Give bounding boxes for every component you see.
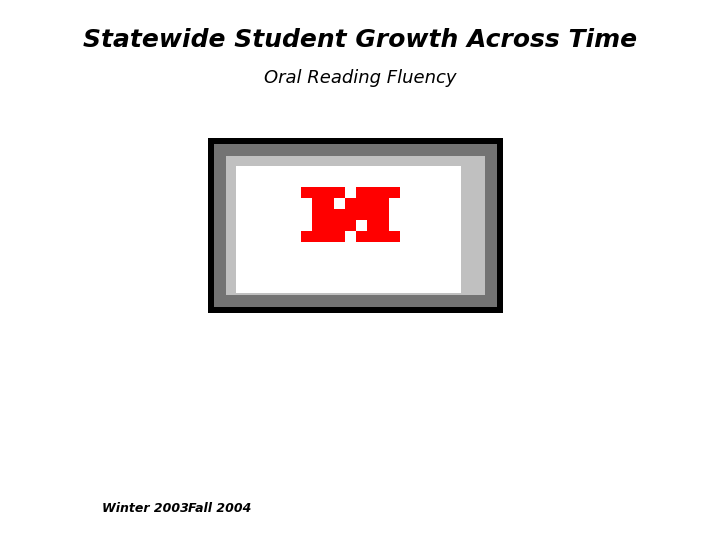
- Bar: [378, 198, 389, 209]
- Bar: [235, 165, 461, 293]
- Bar: [378, 231, 389, 242]
- Bar: [378, 209, 389, 220]
- Bar: [367, 187, 378, 198]
- Bar: [323, 209, 334, 220]
- Bar: [334, 187, 345, 198]
- Bar: [301, 231, 312, 242]
- Bar: [312, 187, 323, 198]
- Bar: [345, 220, 356, 231]
- Text: Winter 2003: Winter 2003: [102, 502, 189, 515]
- Bar: [356, 231, 367, 242]
- Bar: [207, 138, 503, 313]
- Bar: [356, 209, 367, 220]
- Bar: [367, 198, 378, 209]
- Bar: [367, 220, 378, 231]
- Bar: [323, 198, 334, 209]
- Bar: [312, 231, 323, 242]
- Bar: [312, 220, 323, 231]
- Bar: [356, 198, 367, 209]
- Bar: [301, 187, 312, 198]
- Bar: [345, 198, 356, 209]
- Bar: [323, 220, 334, 231]
- Bar: [389, 231, 400, 242]
- Bar: [312, 198, 323, 209]
- Bar: [225, 156, 485, 294]
- Bar: [334, 220, 345, 231]
- Bar: [334, 209, 345, 220]
- Bar: [378, 220, 389, 231]
- Bar: [367, 209, 378, 220]
- Bar: [214, 144, 497, 307]
- Bar: [378, 187, 389, 198]
- Text: Statewide Student Growth Across Time: Statewide Student Growth Across Time: [83, 28, 637, 52]
- Bar: [323, 187, 334, 198]
- Text: Oral Reading Fluency: Oral Reading Fluency: [264, 69, 456, 87]
- Bar: [367, 231, 378, 242]
- Text: Fall 2004: Fall 2004: [189, 502, 252, 515]
- Bar: [334, 231, 345, 242]
- Bar: [323, 231, 334, 242]
- Bar: [356, 187, 367, 198]
- Bar: [389, 187, 400, 198]
- Bar: [312, 209, 323, 220]
- Bar: [345, 209, 356, 220]
